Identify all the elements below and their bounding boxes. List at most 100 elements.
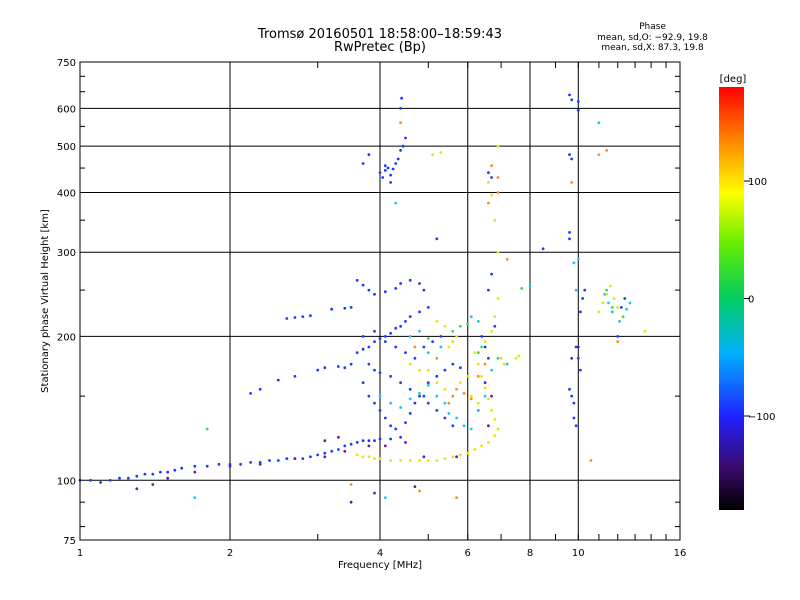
phase-stats-o-mode: mean, sd,O: −92.9, 19.8 bbox=[597, 33, 708, 43]
data-point-purple bbox=[193, 470, 197, 474]
data-point-blue bbox=[126, 476, 130, 480]
data-point-blue bbox=[487, 356, 490, 360]
data-point-cyan bbox=[408, 335, 412, 338]
data-point-yellow bbox=[447, 345, 451, 349]
data-point-blue bbox=[349, 362, 353, 366]
y-tick-label: 75 bbox=[63, 536, 76, 547]
y-tick-label: 500 bbox=[57, 142, 76, 153]
data-point-blue bbox=[373, 340, 376, 343]
y-tick-label: 200 bbox=[57, 332, 76, 343]
data-point-yellow bbox=[493, 218, 497, 222]
data-point-yellow bbox=[609, 284, 612, 288]
data-point-blue bbox=[623, 297, 627, 300]
data-point-orange bbox=[483, 362, 487, 366]
data-point-purple bbox=[135, 487, 139, 491]
data-point-orange bbox=[496, 191, 500, 194]
data-point-blue bbox=[616, 335, 620, 338]
data-point-purple bbox=[413, 485, 417, 488]
data-point-blue bbox=[386, 166, 390, 170]
chart-title: Tromsø 20160501 18:58:00–18:59:43 bbox=[257, 27, 503, 42]
data-point-cyan bbox=[447, 412, 451, 415]
data-point-blue bbox=[381, 176, 385, 179]
data-point-blue bbox=[391, 167, 395, 171]
data-point-blue bbox=[301, 315, 305, 318]
data-point-cyan bbox=[505, 362, 509, 366]
data-point-blue bbox=[541, 247, 545, 251]
data-point-blue bbox=[413, 356, 417, 360]
data-point-cyan bbox=[378, 394, 382, 398]
data-point-purple bbox=[404, 441, 407, 444]
data-point-yellow bbox=[496, 144, 500, 148]
data-point-blue bbox=[373, 439, 376, 443]
data-point-blue bbox=[378, 437, 382, 441]
data-point-cyan bbox=[389, 401, 392, 405]
data-point-orange bbox=[505, 257, 509, 261]
data-point-blue bbox=[355, 278, 359, 282]
data-point-cyan bbox=[574, 288, 578, 292]
data-point-blue bbox=[355, 441, 359, 444]
data-point-blue bbox=[285, 457, 289, 460]
data-point-yellow bbox=[487, 181, 490, 184]
data-point-blue bbox=[343, 444, 347, 448]
data-point-yellow bbox=[373, 457, 376, 460]
data-point-cyan bbox=[455, 416, 458, 420]
x-tick-label: 8 bbox=[527, 548, 533, 559]
data-point-cyan bbox=[476, 409, 480, 412]
data-point-yellow bbox=[476, 401, 480, 405]
data-point-blue bbox=[367, 394, 371, 398]
data-point-blue bbox=[572, 416, 576, 420]
data-point-cyan bbox=[418, 392, 421, 395]
data-point-blue bbox=[568, 231, 571, 234]
data-point-cyan bbox=[383, 496, 387, 499]
data-point-yellow bbox=[367, 455, 371, 459]
data-point-blue bbox=[373, 329, 376, 333]
data-point-yellow bbox=[483, 386, 487, 390]
y-tick-label: 600 bbox=[57, 104, 76, 115]
data-point-blue bbox=[361, 347, 365, 351]
data-point-blue bbox=[422, 288, 426, 292]
data-point-blue bbox=[418, 310, 421, 314]
data-point-yellow bbox=[616, 306, 620, 309]
data-point-green bbox=[476, 351, 480, 354]
data-point-yellow bbox=[426, 459, 430, 462]
data-point-blue bbox=[118, 476, 121, 480]
data-point-blue bbox=[268, 459, 271, 462]
colorbar-ticks: 100 0 −100 bbox=[744, 177, 775, 423]
data-point-blue bbox=[568, 153, 571, 157]
data-point-yellow bbox=[480, 374, 484, 378]
data-point-green bbox=[426, 337, 430, 340]
data-point-blue bbox=[451, 424, 455, 428]
data-point-blue bbox=[383, 335, 387, 338]
colorbar-label: [deg] bbox=[720, 74, 747, 85]
data-point-orange bbox=[589, 459, 593, 462]
data-point-cyan bbox=[483, 394, 487, 398]
data-point-blue bbox=[367, 153, 371, 157]
data-point-blue bbox=[383, 290, 387, 294]
data-point-blue bbox=[276, 378, 280, 382]
x-tick-label: 10 bbox=[572, 548, 585, 559]
data-point-blue bbox=[389, 374, 392, 378]
data-point-cyan bbox=[469, 427, 473, 431]
data-point-cyan bbox=[443, 401, 447, 405]
data-point-yellow bbox=[451, 455, 455, 459]
data-point-blue bbox=[483, 381, 487, 385]
data-point-blue bbox=[361, 162, 365, 165]
x-tick-label: 6 bbox=[465, 548, 471, 559]
data-point-orange bbox=[418, 489, 421, 493]
data-point-yellow bbox=[496, 427, 500, 431]
data-point-blue bbox=[408, 278, 412, 282]
data-point-purple bbox=[373, 491, 376, 495]
data-point-green bbox=[480, 345, 484, 349]
data-point-blue bbox=[576, 108, 580, 112]
phase-stats-title: Phase bbox=[639, 22, 666, 32]
data-point-yellow bbox=[435, 381, 439, 385]
data-point-cyan bbox=[469, 315, 473, 318]
data-point-blue bbox=[404, 421, 407, 424]
data-point-green bbox=[466, 322, 470, 326]
data-point-blue bbox=[373, 401, 376, 405]
data-point-purple bbox=[323, 455, 327, 459]
data-point-blue bbox=[323, 451, 327, 455]
data-point-yellow bbox=[418, 459, 421, 462]
data-point-blue bbox=[135, 474, 139, 478]
